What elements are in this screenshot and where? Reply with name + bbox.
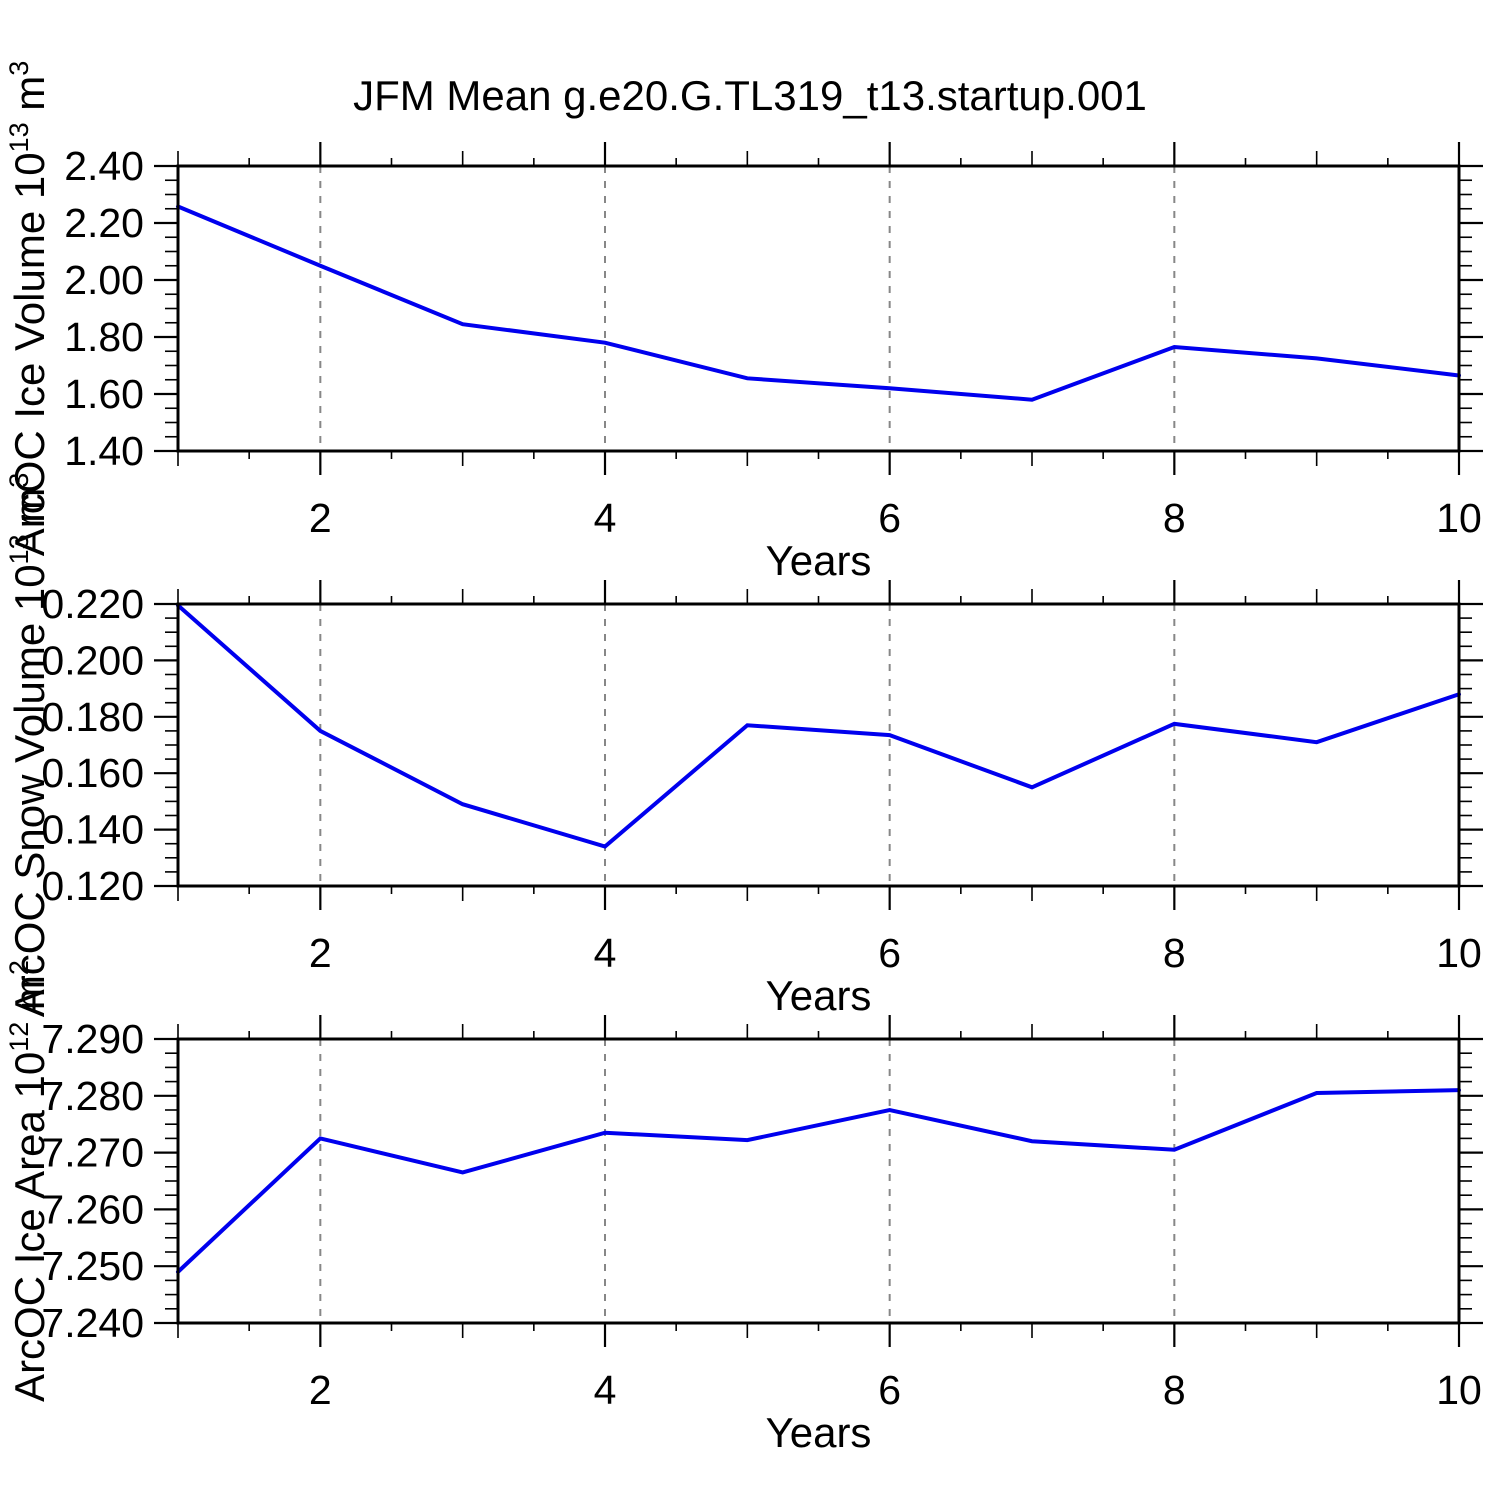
ice-area-ticks [154, 1015, 1483, 1347]
snow-volume-xtick-label: 4 [594, 930, 617, 976]
snow-volume-gridlines [319, 604, 1176, 886]
chart-title: JFM Mean g.e20.G.TL319_t13.startup.001 [353, 72, 1147, 119]
ice-volume-gridlines [319, 166, 1176, 451]
snow-volume-yaxis-title: ArcOC Snow Volume 1013​ m3​ [4, 473, 53, 1018]
ice-volume-xtick-label: 4 [594, 495, 617, 541]
snow-volume-xtick-label: 10 [1436, 930, 1482, 976]
snow-volume-xtick-label: 8 [1163, 930, 1186, 976]
ice-volume-ytick-label: 2.40 [64, 143, 144, 189]
ice-area-frame [176, 1037, 1461, 1325]
ice-area-xtick-label: 6 [878, 1367, 901, 1413]
snow-volume-line [176, 603, 1461, 849]
snow-volume-panel: 0.120 0.140 0.160 0.180 0.200 0.220 2 4 6 8 10 Year… [4, 473, 1483, 1019]
snow-volume-ytick-label: 0.220 [41, 581, 144, 627]
ice-area-ytick-label: 7.250 [41, 1243, 144, 1289]
ice-area-xtick-label: 10 [1436, 1367, 1482, 1413]
ice-area-ytick-label: 7.280 [41, 1073, 144, 1119]
ice-area-xaxis-title: Years [766, 1409, 872, 1456]
ice-area-xtick-label: 4 [594, 1367, 617, 1413]
snow-volume-xtick-label: 2 [309, 930, 332, 976]
ice-area-xtick-labels: 2 4 6 8 10 [309, 1367, 1482, 1413]
ice-volume-line [176, 204, 1461, 402]
ice-volume-panel: 1.40 1.60 1.80 2.00 2.20 2.40 2 4 6 8 10 Years ArcOC… [4, 61, 1483, 584]
ice-area-ytick-label: 7.290 [41, 1016, 144, 1062]
snow-volume-xtick-labels: 2 4 6 8 10 [309, 930, 1482, 976]
ice-volume-ytick-labels: 1.40 1.60 1.80 2.00 2.20 2.40 [64, 143, 144, 474]
ice-volume-xaxis-title: Years [766, 537, 872, 584]
snow-volume-xaxis-title: Years [766, 972, 872, 1019]
ice-volume-ytick-label: 1.80 [64, 314, 144, 360]
snow-volume-ticks [154, 580, 1483, 910]
ice-volume-ytick-label: 1.60 [64, 371, 144, 417]
snow-volume-ytick-label: 0.140 [41, 807, 144, 853]
ice-volume-ytick-label: 1.40 [64, 428, 144, 474]
ice-volume-yaxis-title: ArcOC Ice Volume 1013​ m3​ [4, 61, 53, 557]
ice-area-xtick-label: 2 [309, 1367, 332, 1413]
ice-volume-xtick-label: 10 [1436, 495, 1482, 541]
ice-volume-ticks [154, 142, 1483, 475]
ice-area-gridlines [319, 1039, 1176, 1323]
ice-volume-xtick-label: 8 [1163, 495, 1186, 541]
ice-volume-ytick-label: 2.20 [64, 200, 144, 246]
snow-volume-ytick-label: 0.180 [41, 694, 144, 740]
ice-area-yaxis-title: ArcOC Ice Area 1012​ m2​ [4, 960, 53, 1402]
ice-volume-xtick-label: 6 [878, 495, 901, 541]
ice-volume-xtick-label: 2 [309, 495, 332, 541]
snow-volume-ytick-label: 0.200 [41, 637, 144, 683]
snow-volume-xtick-label: 6 [878, 930, 901, 976]
ice-area-xtick-label: 8 [1163, 1367, 1186, 1413]
ice-area-line [176, 1088, 1461, 1274]
ice-area-ytick-labels: 7.240 7.250 7.260 7.270 7.280 7.290 [41, 1016, 144, 1346]
ice-volume-frame [176, 164, 1461, 453]
snow-volume-ytick-label: 0.120 [41, 863, 144, 909]
ice-volume-ytick-label: 2.00 [64, 257, 144, 303]
ice-volume-xtick-labels: 2 4 6 8 10 [309, 495, 1482, 541]
snow-volume-ytick-labels: 0.120 0.140 0.160 0.180 0.200 0.220 [41, 581, 144, 909]
snow-volume-frame [176, 602, 1461, 888]
snow-volume-ytick-label: 0.160 [41, 750, 144, 796]
ice-area-panel: 7.240 7.250 7.260 7.270 7.280 7.290 2 4 6 8 10 Year… [4, 960, 1483, 1456]
ice-area-ytick-label: 7.260 [41, 1186, 144, 1232]
ice-area-ytick-label: 7.240 [41, 1300, 144, 1346]
ice-area-ytick-label: 7.270 [41, 1130, 144, 1176]
